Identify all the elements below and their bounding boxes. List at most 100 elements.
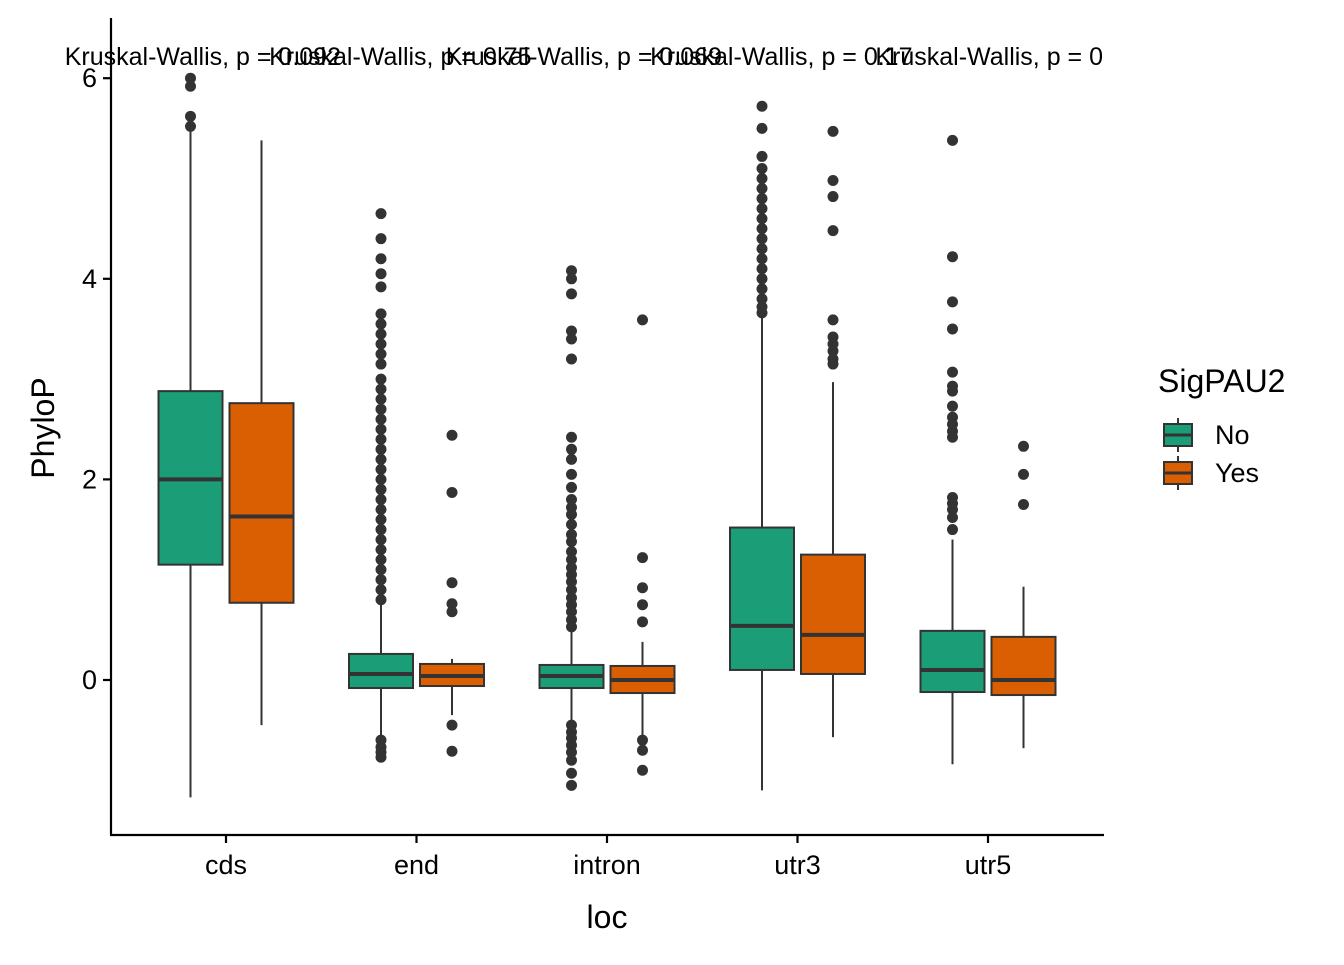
legend-title: SigPAU2 xyxy=(1158,363,1285,399)
outlier-point xyxy=(756,193,768,205)
outlier-point xyxy=(827,225,839,237)
outlier-point xyxy=(185,80,196,92)
outlier-point xyxy=(446,577,458,589)
legend: SigPAU2 No Yes xyxy=(1158,363,1285,490)
outlier-point xyxy=(756,203,768,215)
outlier-point xyxy=(756,122,768,134)
outlier-point xyxy=(947,512,958,524)
x-tick-label: intron xyxy=(573,850,641,880)
outlier-point xyxy=(756,223,768,235)
outlier-point xyxy=(566,288,577,300)
outlier-point xyxy=(566,273,577,285)
outlier-point xyxy=(566,481,577,493)
outlier-point xyxy=(566,767,577,779)
outlier-point xyxy=(446,429,458,441)
outlier-point xyxy=(827,125,839,137)
outlier-point xyxy=(375,328,387,340)
x-axis-title: loc xyxy=(587,899,628,935)
box-body xyxy=(919,629,986,694)
annotations-layer: Kruskal-Wallis, p = 0.092Kruskal-Wallis,… xyxy=(65,43,1103,71)
outlier-point xyxy=(375,594,387,606)
outlier-point xyxy=(375,318,387,330)
boxes-layer xyxy=(157,72,1057,798)
outlier-point xyxy=(566,584,577,596)
outlier-point xyxy=(637,744,648,756)
y-axis-title: PhyloP xyxy=(25,377,61,478)
outlier-point xyxy=(637,552,648,564)
x-tick-label: utr3 xyxy=(774,850,821,880)
outlier-point xyxy=(566,621,577,633)
outlier-point xyxy=(375,281,387,293)
outlier-point xyxy=(637,599,648,611)
box-no-utr5 xyxy=(919,134,986,765)
outlier-point xyxy=(185,72,196,84)
outlier-point xyxy=(566,546,577,558)
outlier-point xyxy=(375,564,387,576)
box-body xyxy=(990,635,1057,697)
outlier-point xyxy=(947,385,958,397)
outlier-point xyxy=(375,544,387,556)
outlier-point xyxy=(947,366,958,378)
outlier-point xyxy=(756,233,768,245)
outlier-point xyxy=(375,253,387,265)
outlier-point xyxy=(446,606,458,618)
outlier-point xyxy=(375,413,387,425)
outlier-point xyxy=(375,453,387,465)
box-yes-end xyxy=(419,429,485,757)
outlier-point xyxy=(375,358,387,370)
outlier-point xyxy=(756,100,768,112)
box-body xyxy=(228,402,295,604)
legend-key-yes xyxy=(1163,456,1193,490)
outlier-point xyxy=(375,233,387,245)
outlier-point xyxy=(375,534,387,546)
box-yes-cds xyxy=(228,140,295,726)
outlier-point xyxy=(375,493,387,505)
outlier-point xyxy=(566,468,577,480)
outlier-point xyxy=(375,348,387,360)
outlier-point xyxy=(637,616,648,628)
box-yes-utr3 xyxy=(800,125,866,738)
outlier-point xyxy=(566,576,577,588)
outlier-point xyxy=(756,307,768,319)
outlier-point xyxy=(375,393,387,405)
outlier-point xyxy=(566,509,577,521)
y-tick-label: 2 xyxy=(82,464,97,494)
outlier-point xyxy=(566,746,577,758)
box-body xyxy=(348,652,414,690)
outlier-point xyxy=(947,251,958,263)
outlier-point xyxy=(637,582,648,594)
legend-label-yes: Yes xyxy=(1215,458,1259,488)
outlier-point xyxy=(827,175,839,187)
outlier-point xyxy=(375,403,387,415)
kruskal-wallis-annotation: Kruskal-Wallis, p = 0.069 xyxy=(446,43,722,71)
outlier-point xyxy=(375,574,387,586)
y-tick-label: 0 xyxy=(82,665,97,695)
outlier-point xyxy=(375,338,387,350)
outlier-point xyxy=(566,606,577,618)
box-yes-utr5 xyxy=(990,440,1057,749)
outlier-point xyxy=(375,373,387,385)
outlier-point xyxy=(756,213,768,225)
outlier-point xyxy=(566,453,577,465)
outlier-point xyxy=(756,263,768,275)
outlier-point xyxy=(566,265,577,277)
outlier-point xyxy=(375,514,387,526)
outlier-point xyxy=(756,283,768,295)
outlier-point xyxy=(375,524,387,536)
outlier-point xyxy=(375,268,387,280)
outlier-point xyxy=(566,325,577,337)
outlier-point xyxy=(947,296,958,308)
box-body xyxy=(800,553,866,675)
y-tick-label: 6 xyxy=(82,63,97,93)
outlier-point xyxy=(827,345,839,357)
outlier-point xyxy=(375,751,387,763)
outlier-point xyxy=(827,191,839,203)
outlier-point xyxy=(1018,440,1029,452)
outlier-point xyxy=(375,208,387,220)
y-tick-label: 4 xyxy=(82,264,97,294)
outlier-point xyxy=(185,120,196,132)
outlier-point xyxy=(947,503,958,515)
x-tick-label: end xyxy=(394,850,439,880)
outlier-point xyxy=(947,400,958,412)
